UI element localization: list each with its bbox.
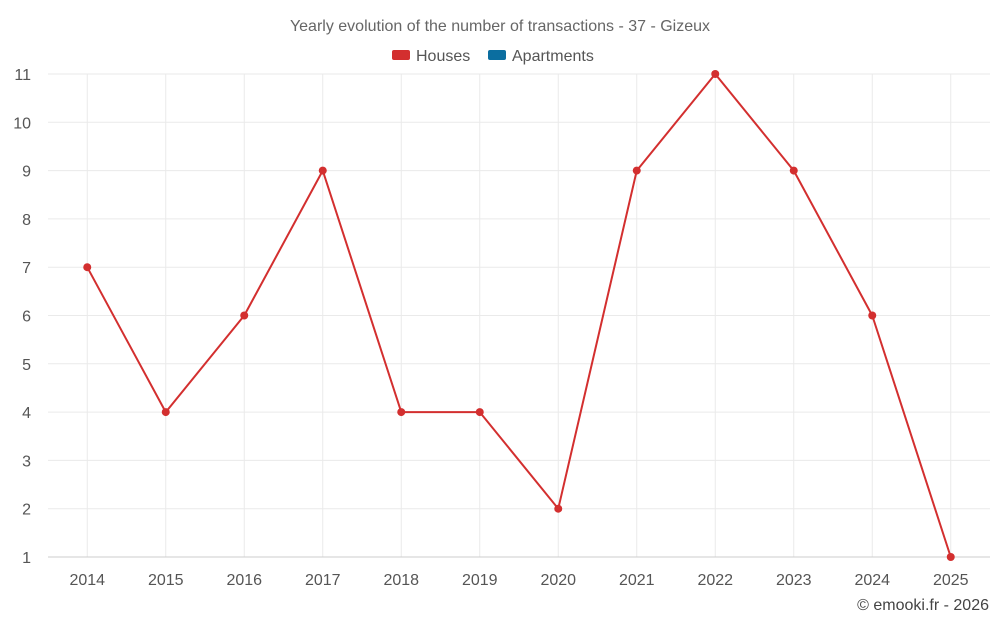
x-tick-label: 2017 bbox=[305, 572, 341, 589]
data-point-houses-2021[interactable] bbox=[632, 166, 641, 175]
grid bbox=[48, 73, 990, 557]
data-point-houses-2014[interactable] bbox=[83, 263, 92, 272]
axes: 1 2 3 4 5 6 7 8 9 10 11 2014 2015 2016 2017 2018 2019 202… bbox=[13, 67, 990, 589]
legend-item-apartments[interactable]: Apartments bbox=[488, 48, 594, 65]
legend-label-houses: Houses bbox=[416, 48, 470, 65]
legend-item-houses[interactable]: Houses bbox=[392, 48, 470, 65]
x-tick-label: 2024 bbox=[854, 572, 890, 589]
x-tick-label: 2019 bbox=[462, 572, 498, 589]
x-tick-label: 2016 bbox=[226, 572, 262, 589]
y-tick-label: 7 bbox=[22, 260, 31, 277]
x-tick-label: 2025 bbox=[933, 572, 969, 589]
series-layer bbox=[83, 70, 955, 561]
legend-label-apartments: Apartments bbox=[512, 48, 594, 65]
data-point-houses-2019[interactable] bbox=[475, 408, 484, 417]
x-tick-label: 2020 bbox=[540, 572, 576, 589]
legend-swatch-apartments bbox=[488, 50, 506, 60]
data-point-houses-2018[interactable] bbox=[397, 408, 406, 417]
series-line-houses bbox=[86, 73, 952, 558]
data-point-houses-2017[interactable] bbox=[318, 166, 327, 175]
y-tick-label: 11 bbox=[14, 67, 31, 84]
credit-text: © emooki.fr - 2026 bbox=[857, 597, 989, 614]
data-point-houses-2022[interactable] bbox=[711, 70, 720, 78]
data-point-houses-2023[interactable] bbox=[789, 166, 798, 175]
y-tick-label: 5 bbox=[22, 357, 31, 374]
legend: Houses Apartments bbox=[392, 48, 594, 65]
x-tick-label: 2014 bbox=[69, 572, 105, 589]
data-point-houses-2015[interactable] bbox=[161, 408, 170, 417]
y-tick-label: 2 bbox=[22, 502, 31, 519]
y-tick-label: 4 bbox=[22, 405, 31, 422]
x-tick-label: 2015 bbox=[148, 572, 184, 589]
x-tick-label: 2018 bbox=[383, 572, 419, 589]
chart-title: Yearly evolution of the number of transa… bbox=[290, 18, 710, 35]
y-tick-label: 3 bbox=[22, 453, 31, 470]
data-point-houses-2024[interactable] bbox=[868, 311, 877, 320]
data-point-houses-2025[interactable] bbox=[946, 553, 955, 561]
x-tick-label: 2021 bbox=[619, 572, 655, 589]
data-point-houses-2020[interactable] bbox=[554, 504, 563, 513]
x-tick-label: 2023 bbox=[776, 572, 812, 589]
y-tick-label: 6 bbox=[22, 309, 31, 326]
x-tick-label: 2022 bbox=[697, 572, 733, 589]
y-tick-label: 1 bbox=[22, 550, 31, 567]
y-tick-label: 8 bbox=[22, 212, 31, 229]
data-point-houses-2016[interactable] bbox=[240, 311, 249, 320]
legend-swatch-houses bbox=[392, 50, 410, 60]
y-tick-label: 9 bbox=[22, 164, 31, 181]
y-tick-label: 10 bbox=[13, 115, 31, 132]
